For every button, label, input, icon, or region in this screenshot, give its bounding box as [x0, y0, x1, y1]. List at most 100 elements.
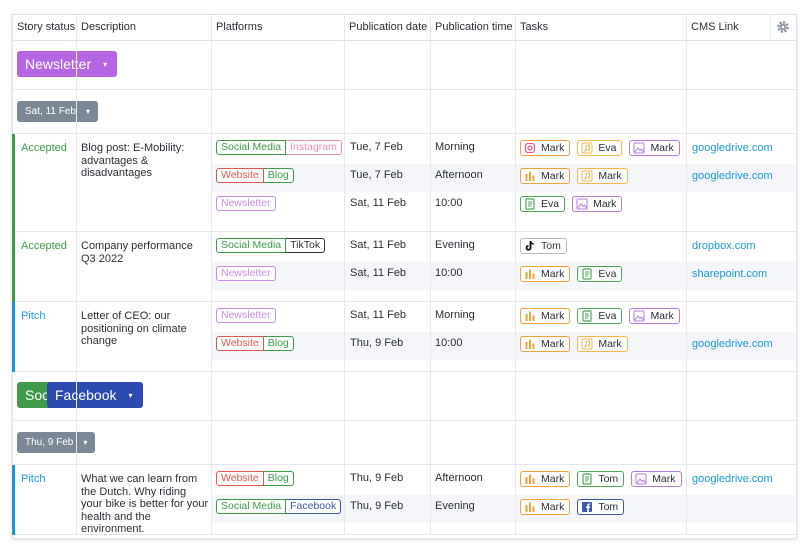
task-chip[interactable]: Mark: [629, 308, 680, 324]
task-assignee: Mark: [541, 473, 565, 485]
tasks: Mark Mark: [520, 168, 635, 184]
task-chip[interactable]: Mark: [520, 336, 571, 352]
tasks: Eva Mark: [520, 196, 629, 212]
task-icon: [633, 142, 645, 154]
column-header: Description: [81, 21, 137, 33]
task-chip[interactable]: Eva: [520, 196, 566, 212]
task-assignee: Tom: [598, 501, 619, 513]
task-chip[interactable]: Tom: [577, 499, 625, 515]
platform-tag: Social Media: [216, 499, 287, 514]
caret: ▾: [85, 107, 90, 116]
platform-tag: Website: [216, 471, 264, 486]
task-chip[interactable]: Mark: [629, 140, 680, 156]
task-chip[interactable]: Mark: [520, 499, 571, 515]
task-assignee: Mark: [650, 310, 674, 322]
task-chip[interactable]: Mark: [577, 168, 628, 184]
tasks: Mark Eva Mark: [520, 308, 687, 324]
task-chip[interactable]: Mark: [631, 471, 682, 487]
row-tint: [211, 332, 795, 360]
group-label: Soc: [25, 387, 50, 403]
task-chip[interactable]: Mark: [577, 336, 628, 352]
task-chip[interactable]: Eva: [577, 140, 623, 156]
group-dropdown[interactable]: Facebook ▾: [47, 382, 143, 408]
cms-link[interactable]: googledrive.com: [692, 338, 773, 350]
task-assignee: Eva: [541, 198, 560, 210]
task-chip[interactable]: Eva: [577, 308, 623, 324]
publication-date: Sat, 11 Feb: [350, 239, 407, 251]
tasks: Mark Mark: [520, 336, 635, 352]
story-row: [12, 302, 796, 372]
column-line: [770, 15, 771, 40]
platform-tag: Newsletter: [216, 196, 276, 211]
task-icon: [525, 502, 535, 512]
task-assignee: Tom: [598, 473, 619, 485]
task-assignee: Mark: [652, 473, 676, 485]
column-line: [211, 15, 212, 535]
status-bar: [12, 302, 15, 372]
tasks: Tom: [520, 238, 574, 254]
task-assignee: Tom: [541, 240, 561, 252]
column-header: Publication date: [349, 21, 428, 33]
task-chip[interactable]: Mark: [520, 266, 571, 282]
cms-link[interactable]: googledrive.com: [692, 170, 773, 182]
platforms: Website Blog: [216, 336, 294, 351]
platforms: Social Media Instagram: [216, 140, 342, 155]
task-assignee: Mark: [593, 198, 617, 210]
task-chip[interactable]: Mark: [520, 471, 571, 487]
status-bar: [12, 134, 15, 232]
publication-time: 10:00: [435, 337, 463, 349]
row-tint: [211, 262, 795, 290]
date-row: [12, 421, 796, 465]
story-status: Accepted: [21, 240, 67, 252]
tasks: Mark Eva Mark: [520, 140, 687, 156]
cms-link[interactable]: sharepoint.com: [692, 268, 768, 280]
group-button[interactable]: Newsletter ▾: [17, 51, 118, 77]
task-icon: [581, 142, 593, 154]
cms-link[interactable]: dropbox.com: [692, 240, 756, 252]
column-header: Tasks: [520, 21, 549, 33]
task-icon: [582, 473, 592, 485]
group-label: Newsletter: [25, 56, 92, 72]
publication-date: Sat, 11 Feb: [350, 267, 407, 279]
task-assignee: Mark: [598, 170, 622, 182]
task-chip[interactable]: Mark: [520, 168, 571, 184]
task-chip[interactable]: Tom: [520, 238, 567, 254]
publication-date: Thu, 9 Feb: [350, 500, 404, 512]
cms-link[interactable]: googledrive.com: [692, 473, 773, 485]
task-chip[interactable]: Mark: [572, 196, 623, 212]
publication-date: Thu, 9 Feb: [350, 337, 404, 349]
settings-gear[interactable]: [776, 20, 790, 34]
platforms: Newsletter: [216, 196, 276, 211]
task-chip[interactable]: Mark: [520, 308, 571, 324]
task-assignee: Eva: [598, 142, 617, 154]
status-bar: [12, 465, 15, 535]
task-chip[interactable]: Mark: [520, 140, 571, 156]
date-row: [12, 90, 796, 134]
story-row: [12, 232, 796, 302]
task-icon: [525, 241, 534, 251]
date-pill[interactable]: Thu, 9 Feb ▾: [17, 432, 96, 453]
task-chip[interactable]: Eva: [577, 266, 623, 282]
date-pill[interactable]: Sat, 11 Feb ▾: [17, 101, 98, 122]
story-description: What we can learn from the Dutch. Why ri…: [81, 473, 209, 535]
task-chip[interactable]: Tom: [577, 471, 625, 487]
date-label: Thu, 9 Feb: [25, 437, 74, 449]
platform-tag: Social Media: [216, 238, 287, 253]
platforms: Newsletter: [216, 308, 276, 323]
publication-time: 10:00: [435, 267, 463, 279]
publication-date: Tue, 7 Feb: [350, 141, 403, 153]
tasks: Mark Tom: [520, 499, 631, 515]
column-line: [344, 15, 345, 535]
platforms: Website Blog: [216, 471, 294, 486]
column-header: Platforms: [216, 21, 263, 33]
column-line: [515, 15, 516, 535]
story-status: Pitch: [21, 473, 46, 485]
task-assignee: Eva: [598, 268, 617, 280]
platform-tag: Website: [216, 336, 264, 351]
task-icon: [525, 171, 535, 181]
task-icon: [633, 310, 645, 322]
story-status: Accepted: [21, 142, 67, 154]
column-header: Story status: [17, 21, 76, 33]
cms-link[interactable]: googledrive.com: [692, 142, 773, 154]
tasks: Mark Tom Mark: [520, 471, 689, 487]
